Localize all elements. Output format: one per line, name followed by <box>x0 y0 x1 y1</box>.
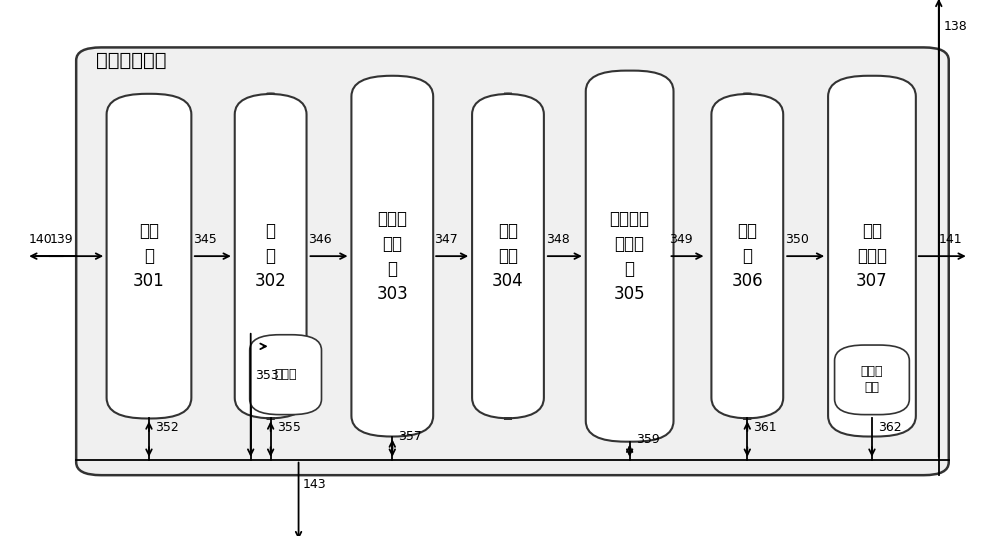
Text: 141: 141 <box>939 233 962 246</box>
FancyBboxPatch shape <box>76 47 949 475</box>
Text: 139: 139 <box>49 233 73 246</box>
Text: 138: 138 <box>944 20 968 33</box>
Text: 346: 346 <box>309 233 332 246</box>
Text: 卷
积
302: 卷 积 302 <box>255 222 287 290</box>
Text: 352: 352 <box>155 421 179 434</box>
FancyBboxPatch shape <box>351 76 433 436</box>
Text: 最小最
大值: 最小最 大值 <box>861 366 883 394</box>
Text: 353: 353 <box>255 369 278 382</box>
FancyBboxPatch shape <box>586 71 674 442</box>
Text: 355: 355 <box>277 421 300 434</box>
Text: 143: 143 <box>303 478 326 490</box>
FancyBboxPatch shape <box>235 94 307 419</box>
Text: 345: 345 <box>193 233 217 246</box>
FancyBboxPatch shape <box>711 94 783 419</box>
FancyBboxPatch shape <box>107 94 191 419</box>
FancyBboxPatch shape <box>250 335 321 415</box>
Text: 347: 347 <box>434 233 458 246</box>
Text: 颜色
表
301: 颜色 表 301 <box>133 222 165 290</box>
Text: 348: 348 <box>546 233 570 246</box>
Text: 颜色矩阵
后颜色
表
305: 颜色矩阵 后颜色 表 305 <box>610 210 650 303</box>
Text: 颜色
矩阵
304: 颜色 矩阵 304 <box>492 222 524 290</box>
Text: 349: 349 <box>670 233 693 246</box>
Text: 357: 357 <box>398 430 422 443</box>
Text: 图像处理子集: 图像处理子集 <box>96 51 167 70</box>
Text: 卷积后
颜色
表
303: 卷积后 颜色 表 303 <box>376 210 408 303</box>
FancyBboxPatch shape <box>472 94 544 419</box>
Text: 359: 359 <box>636 433 659 445</box>
Text: 140: 140 <box>28 233 52 246</box>
Text: 350: 350 <box>785 233 809 246</box>
FancyBboxPatch shape <box>835 345 909 415</box>
Text: 362: 362 <box>878 421 902 434</box>
FancyBboxPatch shape <box>828 76 916 436</box>
Text: 最小
最大值
307: 最小 最大值 307 <box>856 222 888 290</box>
Text: 卷积核: 卷积核 <box>274 368 297 381</box>
Text: 361: 361 <box>753 421 777 434</box>
Text: 柱状
图
306: 柱状 图 306 <box>731 222 763 290</box>
